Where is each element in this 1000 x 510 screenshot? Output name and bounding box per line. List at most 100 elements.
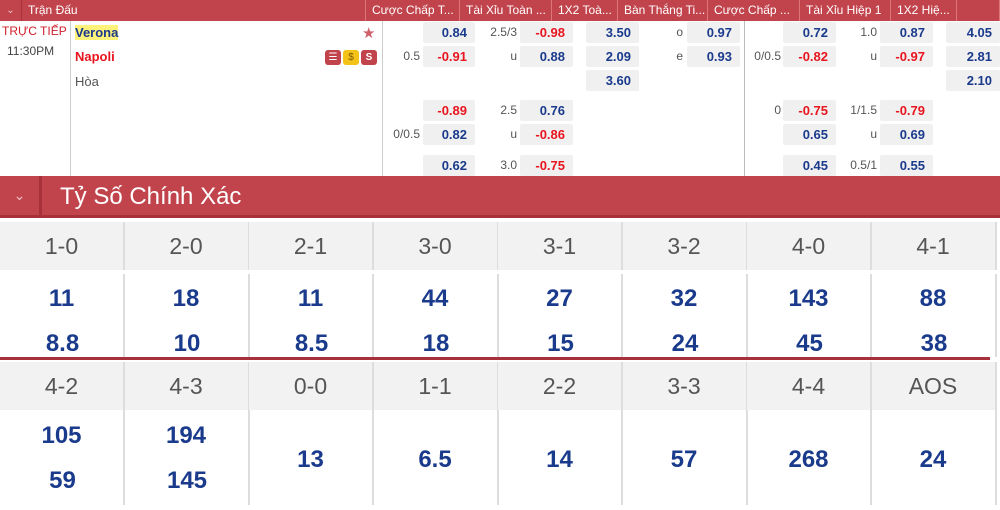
score-odds-draw[interactable]: 268 [747, 410, 872, 505]
odds-line: 1/1.5 [850, 103, 877, 117]
column-header[interactable]: 1X2 Toà... [552, 0, 618, 21]
score-label: 2-0 [124, 222, 250, 270]
odds-line: 0.5 [403, 49, 420, 63]
score-odds-draw[interactable]: 24 [872, 410, 997, 505]
collapse-chevron-icon[interactable]: ⌄ [0, 0, 22, 21]
odds-value[interactable]: -0.75 [520, 155, 573, 176]
odds-line: u [870, 49, 877, 63]
column-header[interactable]: Cược Chấp T... [366, 0, 460, 21]
odds-value[interactable]: 0.45 [783, 155, 836, 176]
odds-value[interactable]: 0.72 [783, 22, 836, 43]
odds-value[interactable]: 0.69 [880, 124, 933, 145]
score-odds-away[interactable]: 145 [166, 467, 208, 494]
live-status: TRỰC TIẾP [2, 24, 67, 38]
score-label: 4-1 [871, 222, 997, 270]
score-odds-home[interactable]: 11 [0, 274, 125, 357]
score-odds-away[interactable]: 8.5 [294, 330, 329, 357]
score-label: AOS [871, 362, 997, 410]
odds-line: 3.0 [500, 158, 517, 172]
score-label: 4-4 [747, 362, 872, 410]
column-header[interactable]: Trận Đấu [22, 0, 366, 21]
score-odds-home[interactable]: 88 [872, 274, 997, 357]
score-odds-away[interactable]: 18 [422, 330, 450, 357]
odds-line: 1.0 [860, 25, 877, 39]
stats-icon[interactable]: ☰ [325, 50, 341, 65]
odds-value[interactable]: 0.82 [423, 124, 475, 145]
odds-value[interactable]: -0.75 [783, 100, 836, 121]
correct-score-header: ⌄ Tỷ Số Chính Xác [0, 176, 1000, 218]
column-header[interactable]: Bàn Thắng Ti... [618, 0, 708, 21]
odds-value[interactable]: 0.84 [423, 22, 475, 43]
score-odds-home[interactable]: 194 [125, 410, 250, 505]
score-label: 1-0 [0, 222, 125, 270]
score-odds-away[interactable]: 8.8 [45, 330, 80, 357]
score-label: 4-0 [747, 222, 872, 270]
streaming-icon[interactable]: S [361, 50, 377, 65]
odds-value[interactable]: 0.87 [880, 22, 933, 43]
score-odds-home[interactable]: 105 [0, 410, 125, 505]
score-odds-away[interactable]: 38 [920, 330, 948, 357]
score-odds-away[interactable]: 10 [173, 330, 201, 357]
score-label: 0-0 [249, 362, 374, 410]
score-odds-away[interactable]: 45 [796, 330, 823, 357]
section-title: Tỷ Số Chính Xác [60, 183, 242, 210]
money-icon[interactable]: $ [343, 50, 359, 65]
score-odds-draw[interactable]: 13 [249, 410, 374, 505]
score-odds-home[interactable]: 18 [125, 274, 250, 357]
score-odds-away[interactable]: 59 [49, 467, 76, 494]
odds-line: u [510, 49, 517, 63]
home-team[interactable]: Verona [75, 25, 119, 40]
odds-value[interactable]: 0.55 [880, 155, 933, 176]
collapse-chevron-icon[interactable]: ⌄ [0, 176, 42, 215]
score-odds-draw[interactable]: 14 [498, 410, 623, 505]
odds-value[interactable]: -0.86 [520, 124, 573, 145]
score-odds-home[interactable]: 32 [623, 274, 748, 357]
odds-value[interactable]: -0.91 [423, 46, 475, 67]
score-odds-away[interactable]: 15 [547, 330, 574, 357]
odds-value[interactable]: 0.76 [520, 100, 573, 121]
score-label: 4-2 [0, 362, 125, 410]
odds-value[interactable]: 3.50 [586, 22, 639, 43]
score-odds-draw[interactable]: 57 [623, 410, 748, 505]
favorite-star-icon[interactable]: ★ [362, 25, 376, 42]
odds-table-header: ⌄ Trận Đấu Cược Chấp T... Tài Xỉu Toàn ...… [0, 0, 1000, 21]
score-odds-home[interactable]: 11 [249, 274, 374, 357]
odds-line: u [870, 127, 877, 141]
score-odds-home[interactable]: 44 [374, 274, 499, 357]
odds-value[interactable]: 0.88 [520, 46, 573, 67]
score-label: 3-2 [622, 222, 748, 270]
odds-value[interactable]: 0.97 [687, 22, 740, 43]
score-odds-home[interactable]: 143 [747, 274, 872, 357]
match-time: 11:30PM [7, 44, 55, 58]
score-label: 3-3 [622, 362, 748, 410]
odds-value[interactable]: 2.10 [946, 70, 1000, 91]
odds-value[interactable]: 3.60 [586, 70, 639, 91]
score-label: 2-2 [498, 362, 623, 410]
score-odds-draw[interactable]: 6.5 [374, 410, 499, 505]
column-header[interactable]: Cược Chấp ... [708, 0, 800, 21]
odds-line: 0 [774, 103, 781, 117]
draw-label: Hòa [75, 74, 99, 89]
odds-line: u [510, 127, 517, 141]
odds-value[interactable]: -0.97 [880, 46, 933, 67]
score-label: 3-1 [498, 222, 623, 270]
odds-line: 0/0.5 [754, 49, 781, 63]
odds-value[interactable]: 4.05 [946, 22, 1000, 43]
odds-value[interactable]: 2.81 [946, 46, 1000, 67]
score-odds-home[interactable]: 27 [498, 274, 623, 357]
odds-value[interactable]: 0.93 [687, 46, 740, 67]
odds-value[interactable]: 0.65 [783, 124, 836, 145]
odds-line: o [676, 25, 683, 39]
away-team[interactable]: Napoli [75, 49, 115, 64]
odds-value[interactable]: -0.79 [880, 100, 933, 121]
score-odds-away[interactable]: 24 [671, 330, 699, 357]
column-header[interactable]: Tài Xỉu Hiệp 1 [800, 0, 891, 21]
odds-value[interactable]: -0.82 [783, 46, 836, 67]
odds-value[interactable]: 0.62 [423, 155, 475, 176]
odds-value[interactable]: 2.09 [586, 46, 639, 67]
column-header[interactable] [957, 0, 1000, 21]
column-header[interactable]: Tài Xỉu Toàn ... [460, 0, 552, 21]
column-header[interactable]: 1X2 Hiệ... [891, 0, 957, 21]
odds-value[interactable]: -0.89 [423, 100, 475, 121]
odds-value[interactable]: -0.98 [520, 22, 573, 43]
